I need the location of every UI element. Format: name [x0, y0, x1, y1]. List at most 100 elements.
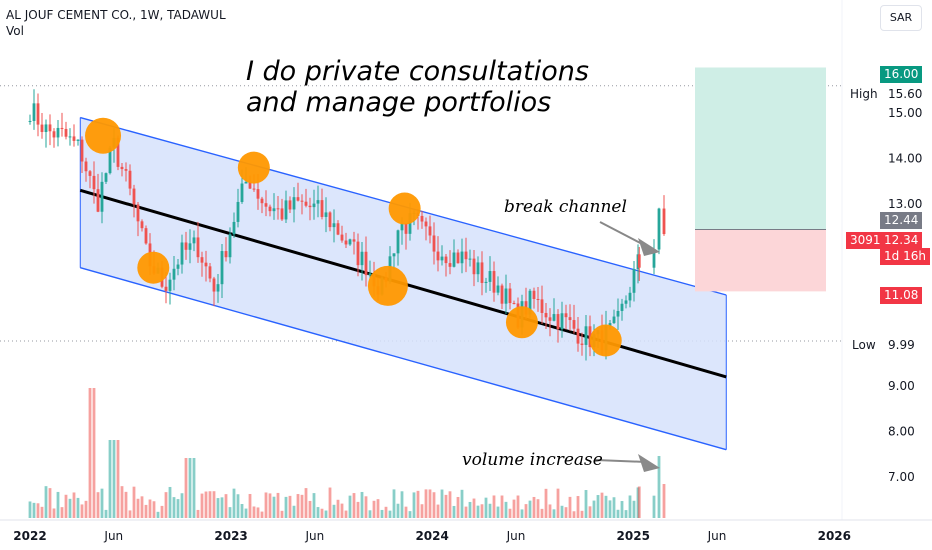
candle-body	[480, 262, 484, 283]
candle-body	[276, 208, 280, 210]
candle-body	[324, 212, 328, 217]
volume-bar	[332, 504, 336, 518]
candle-body	[208, 266, 212, 279]
volume-bar	[200, 493, 204, 518]
volume-bar	[532, 496, 536, 518]
volume-bar	[637, 486, 641, 518]
currency-button[interactable]: SAR	[880, 5, 922, 31]
volume-bar	[60, 507, 64, 518]
volume-bar	[404, 506, 408, 518]
candle-body	[360, 251, 364, 266]
volume-bar	[324, 510, 328, 518]
candle-body	[500, 285, 504, 304]
candle-body	[488, 271, 492, 282]
volume-bar	[296, 494, 300, 518]
candle-body	[424, 221, 428, 227]
candle-body	[96, 189, 100, 212]
arrow-shaft	[595, 459, 647, 463]
volume-bar	[288, 495, 292, 518]
volume-bar	[440, 489, 444, 518]
touch-point-circle	[367, 265, 408, 306]
volume-bar	[408, 511, 412, 518]
candle-body	[560, 313, 564, 330]
candle-body	[420, 215, 424, 222]
volume-bar	[100, 488, 104, 518]
volume-bar	[524, 504, 528, 518]
candle-body	[508, 288, 512, 304]
candle-body	[200, 257, 204, 263]
candle-body	[432, 235, 436, 252]
volume-bar	[536, 499, 540, 518]
volume-bar	[484, 497, 488, 518]
volume-bar	[92, 388, 96, 518]
candle-body	[532, 290, 536, 299]
candle-body	[76, 139, 80, 141]
volume-bar	[580, 510, 584, 518]
volume-bar	[352, 493, 356, 518]
candle-body	[632, 269, 636, 293]
candle-body	[40, 124, 44, 132]
candle-body	[236, 201, 240, 222]
volume-bar	[292, 505, 296, 518]
volume-bar	[540, 508, 544, 518]
volume-bar	[340, 503, 344, 518]
symbol-title: AL JOUF CEMENT CO., 1W, TADAWUL	[6, 8, 226, 22]
candle-body	[336, 223, 340, 235]
candle-body	[344, 240, 348, 245]
target-zone	[695, 67, 826, 230]
candle-body	[280, 208, 284, 220]
candle-body	[624, 300, 628, 304]
volume-bar	[168, 486, 172, 518]
candle-body	[504, 288, 508, 304]
volume-bar	[284, 496, 288, 518]
volume-bar	[164, 492, 168, 518]
volume-bar	[68, 498, 72, 518]
candle-body	[352, 239, 356, 242]
close-price-tag: 12.34	[880, 232, 923, 249]
volume-bar	[572, 511, 576, 518]
volume-bar	[456, 496, 460, 518]
candle-body	[80, 139, 84, 162]
volume-bar	[264, 492, 268, 518]
candle-body	[484, 281, 488, 283]
volume-bar	[592, 500, 596, 518]
candle-body	[204, 262, 208, 267]
candle-body	[396, 230, 400, 254]
volume-bar	[392, 489, 396, 518]
volume-bar	[196, 509, 200, 518]
candle-body	[472, 258, 476, 275]
candle-body	[52, 131, 56, 138]
volume-bar	[256, 507, 260, 518]
volume-bar	[512, 499, 516, 518]
volume-bar	[308, 500, 312, 518]
volume-bar	[28, 501, 32, 518]
volume-bar	[576, 496, 580, 518]
candle-body	[284, 200, 288, 220]
y-tick-label: 8.00	[888, 425, 915, 439]
volume-bar	[152, 501, 156, 518]
volume-bar	[252, 506, 256, 518]
candle-body	[260, 198, 264, 204]
volume-bar	[472, 498, 476, 518]
candle-body	[84, 161, 88, 172]
volume-bar	[396, 503, 400, 518]
candle-body	[580, 343, 584, 345]
volume-bar	[96, 492, 100, 518]
current-price-tag: 12.44	[880, 212, 923, 229]
volume-bar	[384, 506, 388, 518]
candle-body	[404, 223, 408, 234]
candle-body	[196, 237, 200, 258]
volume-bar	[144, 504, 148, 518]
candle-body	[476, 262, 480, 275]
volume-bar	[240, 504, 244, 518]
candle-body	[248, 181, 252, 189]
headline-line-1: I do private consultations	[246, 56, 589, 87]
candle-body	[364, 251, 368, 276]
touch-point-circle	[85, 117, 122, 154]
x-tick-label: 2022	[13, 529, 46, 543]
candle-body	[512, 303, 516, 305]
volume-bar	[428, 489, 432, 518]
volume-bar	[488, 503, 492, 518]
candle-body	[300, 200, 304, 202]
